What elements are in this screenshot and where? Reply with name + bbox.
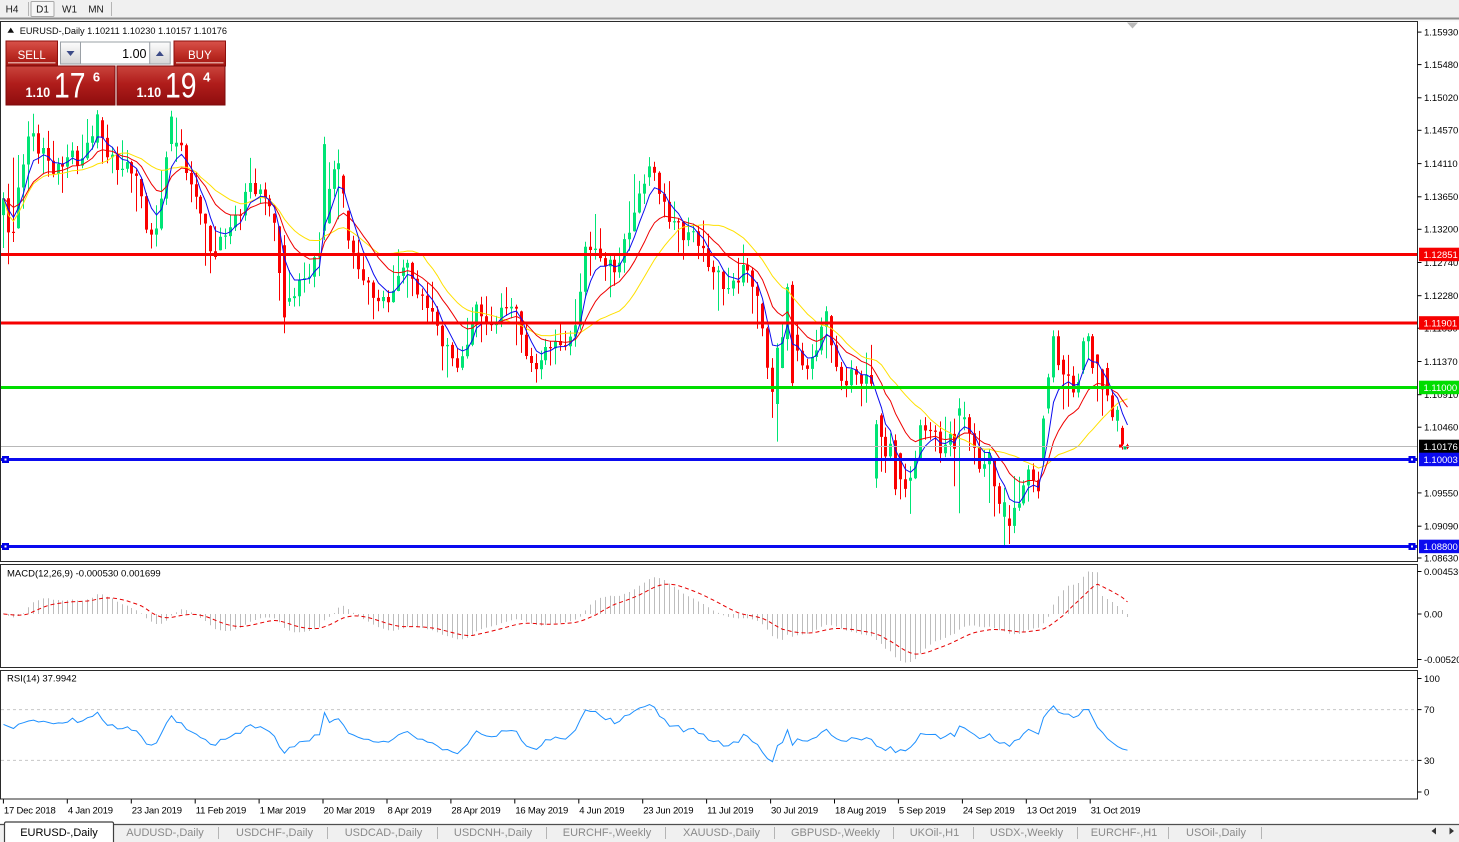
svg-text:11 Jul 2019: 11 Jul 2019 xyxy=(707,806,753,817)
svg-text:EURUSD-,Daily 1.10211 1.10230: EURUSD-,Daily 1.10211 1.10230 1.10157 1.… xyxy=(20,26,227,36)
svg-text:RSI(14) 37.9942: RSI(14) 37.9942 xyxy=(7,674,77,685)
svg-text:1.12740: 1.12740 xyxy=(1424,258,1458,269)
svg-text:23 Jun 2019: 23 Jun 2019 xyxy=(643,806,693,817)
svg-text:31 Oct 2019: 31 Oct 2019 xyxy=(1091,806,1141,817)
svg-text:11 Feb 2019: 11 Feb 2019 xyxy=(196,806,246,817)
svg-text:1.11370: 1.11370 xyxy=(1424,357,1458,368)
svg-text:1.12851: 1.12851 xyxy=(1424,250,1458,261)
svg-text:D1: D1 xyxy=(36,5,49,16)
svg-text:4: 4 xyxy=(203,70,211,85)
svg-text:23 Jan 2019: 23 Jan 2019 xyxy=(132,806,182,817)
svg-text:1.11000: 1.11000 xyxy=(1424,383,1458,394)
svg-text:1.13650: 1.13650 xyxy=(1424,192,1458,203)
svg-text:1.08630: 1.08630 xyxy=(1424,553,1458,564)
svg-text:18 Aug 2019: 18 Aug 2019 xyxy=(835,806,886,817)
svg-text:UKOil-,H1: UKOil-,H1 xyxy=(910,827,960,839)
svg-text:1.00: 1.00 xyxy=(122,47,146,61)
svg-text:W1: W1 xyxy=(62,5,77,16)
svg-text:1.13200: 1.13200 xyxy=(1424,225,1458,236)
svg-text:USDCNH-,Daily: USDCNH-,Daily xyxy=(454,827,533,839)
svg-text:8 Apr 2019: 8 Apr 2019 xyxy=(387,806,431,817)
svg-text:28 Apr 2019: 28 Apr 2019 xyxy=(451,806,500,817)
svg-text:1.14110: 1.14110 xyxy=(1424,159,1458,170)
svg-text:GBPUSD-,Weekly: GBPUSD-,Weekly xyxy=(791,827,881,839)
svg-text:EURCHF-,H1: EURCHF-,H1 xyxy=(1091,827,1158,839)
svg-text:MACD(12,26,9) -0.000530 0.0016: MACD(12,26,9) -0.000530 0.001699 xyxy=(7,569,161,580)
svg-text:SELL: SELL xyxy=(18,50,47,62)
svg-text:1.10910: 1.10910 xyxy=(1424,390,1458,401)
svg-text:6: 6 xyxy=(93,70,100,85)
svg-text:30 Jul 2019: 30 Jul 2019 xyxy=(771,806,818,817)
svg-text:USDCAD-,Daily: USDCAD-,Daily xyxy=(345,827,423,839)
svg-text:1.10176: 1.10176 xyxy=(1424,442,1458,453)
svg-text:1.10: 1.10 xyxy=(26,84,51,100)
svg-text:USDX-,Weekly: USDX-,Weekly xyxy=(990,827,1064,839)
svg-text:1.14570: 1.14570 xyxy=(1424,126,1458,137)
svg-text:4 Jun 2019: 4 Jun 2019 xyxy=(579,806,624,817)
svg-text:1.10460: 1.10460 xyxy=(1424,423,1458,434)
svg-text:USOil-,Daily: USOil-,Daily xyxy=(1186,827,1246,839)
svg-text:0.00: 0.00 xyxy=(1424,609,1443,620)
svg-text:AUDUSD-,Daily: AUDUSD-,Daily xyxy=(126,827,204,839)
svg-text:70: 70 xyxy=(1424,705,1435,716)
svg-text:1 Mar 2019: 1 Mar 2019 xyxy=(260,806,306,817)
svg-text:EURUSD-,Daily: EURUSD-,Daily xyxy=(20,827,98,839)
svg-text:17 Dec 2018: 17 Dec 2018 xyxy=(4,806,56,817)
svg-text:1.09090: 1.09090 xyxy=(1424,522,1458,533)
svg-text:19: 19 xyxy=(165,67,197,106)
svg-text:1.12280: 1.12280 xyxy=(1424,291,1458,302)
svg-text:1.15020: 1.15020 xyxy=(1424,93,1458,104)
svg-text:BUY: BUY xyxy=(188,50,212,62)
svg-text:5 Sep 2019: 5 Sep 2019 xyxy=(899,806,946,817)
svg-text:1.15480: 1.15480 xyxy=(1424,60,1458,71)
svg-text:30: 30 xyxy=(1424,756,1435,767)
svg-text:MN: MN xyxy=(88,5,104,16)
svg-text:XAUUSD-,Daily: XAUUSD-,Daily xyxy=(683,827,761,839)
svg-text:EURCHF-,Weekly: EURCHF-,Weekly xyxy=(563,827,652,839)
svg-text:20 Mar 2019: 20 Mar 2019 xyxy=(324,806,375,817)
svg-text:0.004536: 0.004536 xyxy=(1424,567,1459,578)
svg-text:16 May 2019: 16 May 2019 xyxy=(515,806,568,817)
svg-text:1.15930: 1.15930 xyxy=(1424,28,1458,39)
svg-text:-0.005205: -0.005205 xyxy=(1424,655,1459,666)
svg-text:1.09550: 1.09550 xyxy=(1424,488,1458,499)
svg-text:100: 100 xyxy=(1424,674,1440,685)
svg-text:H4: H4 xyxy=(6,5,19,16)
svg-text:13 Oct 2019: 13 Oct 2019 xyxy=(1027,806,1077,817)
svg-text:17: 17 xyxy=(54,67,86,106)
svg-text:1.11901: 1.11901 xyxy=(1424,318,1458,329)
svg-text:1.10: 1.10 xyxy=(137,84,162,100)
svg-text:0: 0 xyxy=(1424,787,1429,798)
svg-text:USDCHF-,Daily: USDCHF-,Daily xyxy=(236,827,314,839)
svg-text:1.10003: 1.10003 xyxy=(1424,455,1458,466)
svg-text:1.08800: 1.08800 xyxy=(1424,542,1458,553)
svg-text:4 Jan 2019: 4 Jan 2019 xyxy=(68,806,113,817)
svg-text:24 Sep 2019: 24 Sep 2019 xyxy=(963,806,1015,817)
